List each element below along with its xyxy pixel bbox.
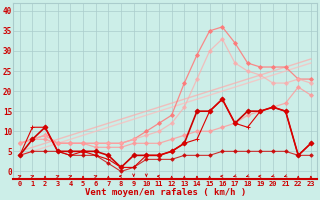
X-axis label: Vent moyen/en rafales ( km/h ): Vent moyen/en rafales ( km/h ) (85, 188, 246, 197)
